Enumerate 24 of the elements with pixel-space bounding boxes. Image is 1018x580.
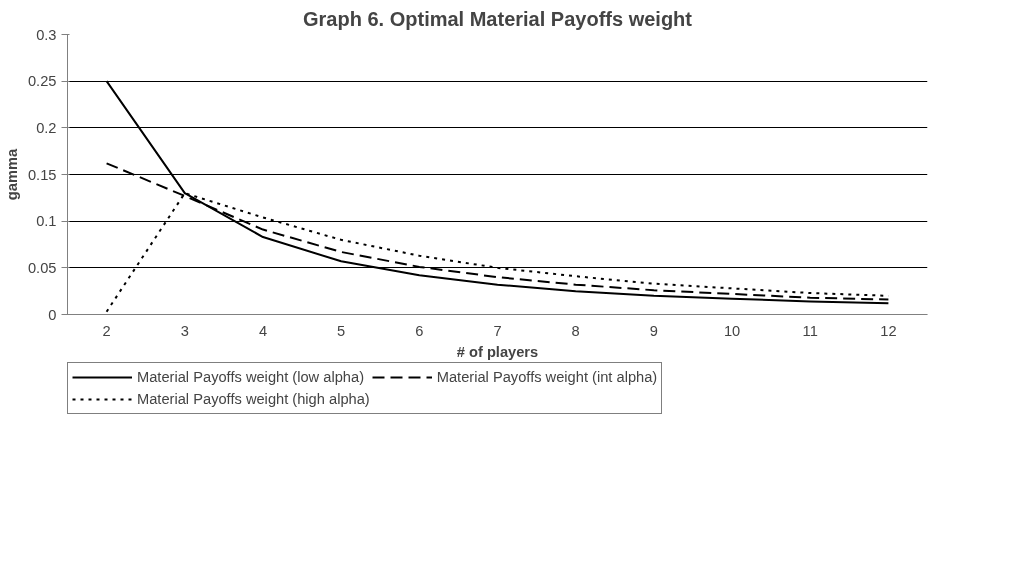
- x-tick-label: 8: [571, 322, 580, 339]
- y-tick-label: 0.25: [27, 73, 57, 90]
- y-tick-label: 0: [48, 306, 57, 323]
- x-tick-label: 3: [180, 322, 189, 339]
- y-tick-label: 0.2: [36, 119, 57, 136]
- y-tick-label: 0.3: [36, 26, 57, 43]
- chart-title: Graph 6. Optimal Material Payoffs weight: [303, 7, 693, 30]
- legend-label: Material Payoffs weight (high alpha): [137, 391, 370, 407]
- y-tick-label: 0.15: [27, 166, 57, 183]
- y-axis-title: gamma: [3, 147, 20, 201]
- x-tick-label: 11: [802, 322, 818, 339]
- legend-label: Material Payoffs weight (low alpha): [137, 369, 365, 385]
- x-tick-label: 4: [258, 322, 268, 339]
- x-axis-title: # of players: [456, 343, 539, 360]
- x-tick-label: 5: [337, 322, 346, 339]
- x-tick-label: 12: [880, 322, 897, 339]
- y-tick-label: 0.1: [36, 213, 57, 230]
- y-tick-label: 0.05: [27, 259, 57, 276]
- x-tick-label: 10: [723, 322, 741, 339]
- x-tick-label: 7: [493, 322, 502, 339]
- x-tick-label: 9: [649, 322, 658, 339]
- x-tick-label: 6: [415, 322, 424, 339]
- x-tick-label: 2: [102, 322, 111, 339]
- legend-label: Material Payoffs weight (int alpha): [436, 369, 658, 385]
